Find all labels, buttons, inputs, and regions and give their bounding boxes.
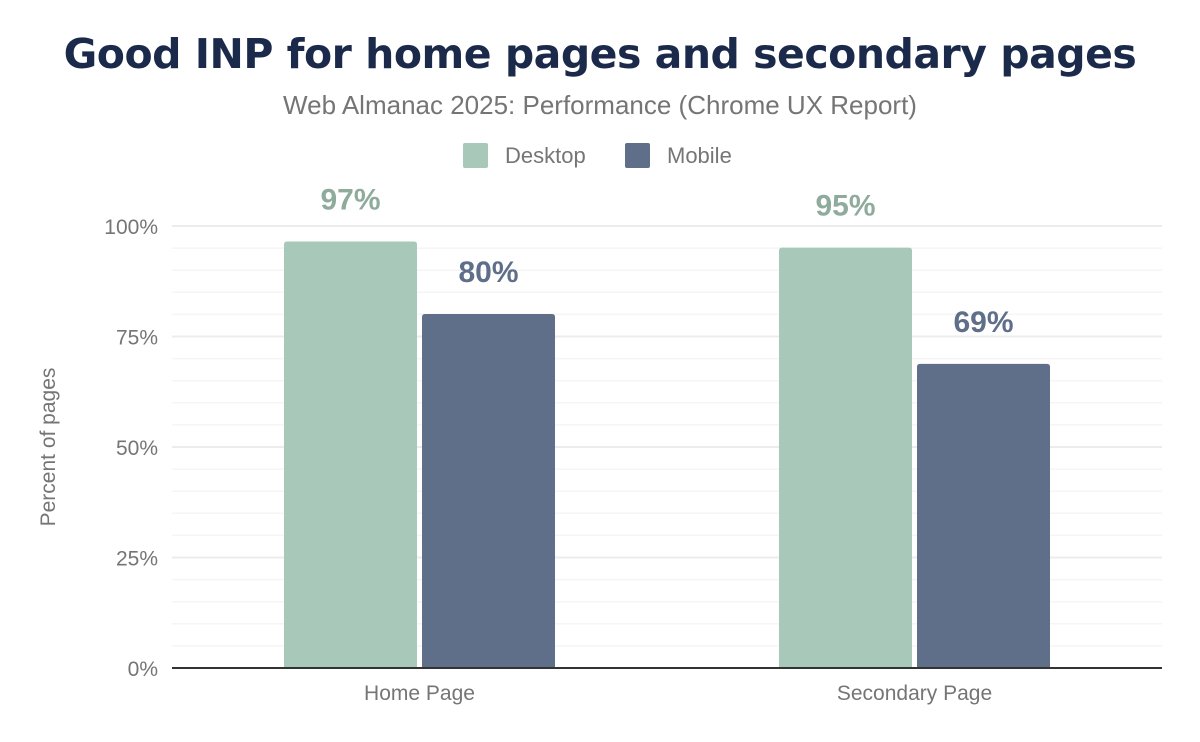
legend-swatch-mobile: [625, 143, 650, 168]
x-tick-label: Secondary Page: [837, 682, 992, 705]
y-tick-label: 75%: [116, 327, 158, 350]
data-label: 69%: [953, 306, 1013, 339]
legend-label: Mobile: [667, 143, 732, 168]
data-label: 97%: [320, 183, 380, 216]
bar-desktop: [284, 241, 417, 668]
legend-label: Desktop: [505, 143, 586, 168]
y-axis-label: Percent of pages: [37, 368, 60, 527]
y-tick-label: 25%: [116, 548, 158, 571]
bar-desktop: [779, 247, 912, 668]
y-tick-label: 50%: [116, 437, 158, 460]
y-tick-label: 100%: [104, 216, 158, 239]
bar-mobile: [917, 363, 1050, 668]
bar-mobile: [422, 313, 555, 668]
chart-title: Good INP for home pages and secondary pa…: [63, 30, 1137, 78]
data-label: 80%: [458, 256, 518, 289]
legend-swatch-desktop: [463, 143, 488, 168]
data-label: 95%: [815, 190, 875, 223]
chart-subtitle: Web Almanac 2025: Performance (Chrome UX…: [283, 90, 917, 120]
y-tick-label: 0%: [128, 658, 158, 681]
x-tick-label: Home Page: [364, 682, 475, 705]
